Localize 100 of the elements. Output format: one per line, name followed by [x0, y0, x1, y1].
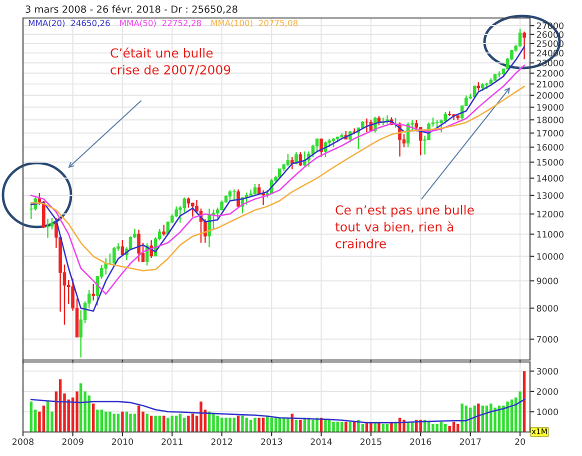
bar — [490, 404, 492, 432]
candlestick — [232, 188, 236, 202]
bar — [200, 402, 202, 432]
chart-title: 3 mars 2008 - 26 févr. 2018 - Dr : 25650,28 — [26, 4, 238, 14]
bar — [76, 391, 78, 432]
candlestick — [315, 138, 319, 152]
line-series — [30, 86, 525, 272]
y-tick-label: 18000 — [537, 116, 564, 124]
bar — [121, 412, 124, 432]
y-tick-label: 19000 — [537, 104, 564, 111]
y-tick-label: 10000 — [537, 253, 564, 260]
bar — [92, 404, 95, 432]
bar — [477, 404, 480, 432]
bar — [286, 418, 290, 432]
y-tick-label: 21000 — [536, 80, 564, 88]
candlestick — [320, 138, 323, 158]
candlestick — [228, 190, 232, 201]
bar — [96, 410, 99, 432]
bar — [344, 422, 348, 432]
bar — [191, 414, 194, 432]
bar — [146, 414, 148, 432]
candlestick — [112, 246, 116, 265]
y-tick-label: 14000 — [537, 175, 564, 182]
bar — [137, 406, 140, 432]
bar — [154, 416, 157, 432]
candlestick — [92, 283, 95, 302]
y-tick-label: 3000 — [536, 368, 558, 375]
bar — [129, 414, 132, 432]
bar — [336, 422, 339, 432]
bar — [448, 426, 451, 432]
bar — [116, 414, 120, 432]
bar — [178, 414, 182, 432]
y-tick-label: 9000 — [536, 278, 558, 284]
text: MMA(50) 22752,28 — [120, 20, 201, 28]
x-tick-label: 2016 — [410, 438, 432, 446]
bar — [332, 422, 335, 432]
candlestick — [162, 224, 166, 236]
y-tick-label: 8000 — [536, 304, 558, 312]
candlestick — [365, 118, 368, 133]
line-series — [30, 398, 525, 424]
y-tick-label: 22000 — [536, 70, 564, 77]
bar — [100, 410, 104, 432]
bar — [518, 391, 522, 432]
y-tick-label: 17000 — [537, 130, 564, 137]
y-tick-label: 16000 — [537, 144, 564, 151]
bar — [270, 418, 273, 432]
bar — [436, 424, 438, 432]
candlestick — [191, 202, 194, 218]
y-tick-label: 15000 — [537, 158, 564, 166]
x-tick-label: 2012 — [211, 438, 232, 446]
candlestick — [518, 28, 522, 48]
bar — [324, 420, 327, 432]
bar — [125, 412, 128, 432]
bar — [212, 414, 215, 432]
text: MMA(100) 20775,08 — [211, 20, 298, 28]
bar — [228, 418, 232, 432]
annotation: Ce n’est pas une bulle tout va bien, rien à craindre — [335, 205, 474, 248]
bar — [241, 416, 244, 432]
candlestick — [498, 70, 501, 78]
bar — [312, 420, 314, 432]
candlestick — [46, 218, 50, 238]
candlestick — [186, 196, 190, 208]
bar — [460, 404, 464, 432]
y-tick-label: 1000 — [537, 408, 558, 416]
bar — [216, 416, 219, 432]
bar — [166, 418, 170, 432]
bar — [187, 416, 190, 432]
y-tick-label: 2000 — [536, 388, 558, 395]
candlestick — [294, 152, 298, 165]
x-tick-label: 2008 — [12, 438, 34, 446]
y-tick-label: 7000 — [536, 336, 558, 343]
x-tick-label: 2013 — [261, 438, 282, 446]
candlestick — [286, 153, 290, 167]
y-tick-label: 20000 — [536, 92, 564, 99]
x-tick-label: 2010 — [112, 438, 134, 446]
bar — [316, 418, 318, 432]
bar — [494, 408, 496, 432]
bar — [104, 412, 108, 432]
bar — [46, 402, 50, 432]
y-tick-label: 13000 — [537, 192, 564, 199]
x-tick-label: 2014 — [310, 438, 332, 446]
x-tick-label: 2015 — [360, 438, 382, 446]
x-tick-label: 2011 — [162, 438, 182, 446]
annotation: C’était une bulle crise de 2007/2009 — [110, 48, 230, 76]
bar — [30, 402, 33, 432]
x-tick-label: 20 — [515, 438, 526, 446]
text: MMA(20) 24650,26 — [28, 20, 110, 28]
candlestick — [290, 156, 294, 170]
x-tick-label: 2017 — [460, 438, 481, 446]
bar — [506, 402, 509, 432]
bar — [299, 420, 302, 432]
bar — [432, 424, 434, 432]
candlestick — [141, 242, 145, 263]
bar — [469, 408, 472, 432]
bar — [245, 418, 248, 432]
candlestick — [137, 229, 140, 262]
candlestick — [253, 183, 257, 196]
candlestick — [236, 188, 240, 208]
candlestick — [50, 217, 54, 230]
candlestick — [262, 190, 265, 206]
